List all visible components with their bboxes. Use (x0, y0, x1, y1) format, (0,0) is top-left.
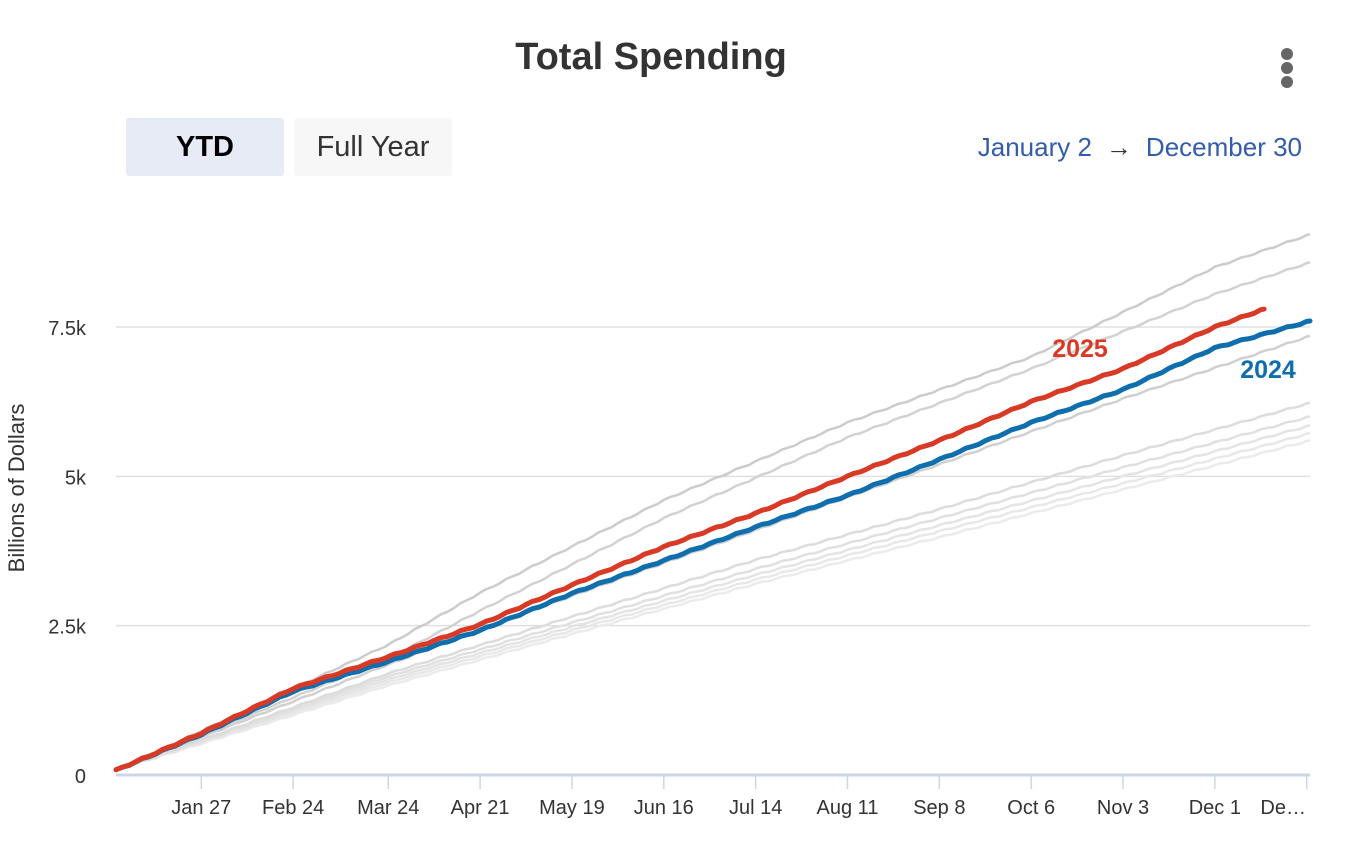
series-label-2024: 2024 (1240, 356, 1296, 384)
y-tick-label: 0 (75, 766, 86, 788)
y-tick-label: 2.5k (48, 617, 87, 639)
menu-dot-icon (1281, 62, 1293, 74)
chart-title: Total Spending (515, 36, 787, 78)
date-range: January 2 → December 30 (978, 132, 1302, 163)
series-line-history-5 (115, 415, 1311, 771)
x-tick-label: Apr 21 (451, 797, 510, 819)
x-tick-label: Sep 8 (913, 797, 965, 819)
x-tick-label: De… (1260, 797, 1306, 819)
x-tick-label: May 19 (539, 797, 605, 819)
x-tick-label: Oct 6 (1007, 797, 1055, 819)
x-tick-label: Jun 16 (634, 797, 694, 819)
range-arrow-icon: → (1105, 132, 1132, 162)
series-line-2024 (113, 318, 1313, 773)
series-line-2025 (113, 306, 1267, 773)
x-axis: Jan 27 Feb 24 Mar 24 Apr 21 May 19 Jun 16 Jul … (116, 773, 1310, 819)
series-lines (113, 233, 1313, 773)
grid-lines (116, 326, 1310, 627)
series-line-history-6 (115, 424, 1311, 771)
x-tick-label: Dec 1 (1189, 797, 1241, 819)
series-line-history-8 (115, 439, 1311, 771)
x-tick-label: Aug 11 (817, 797, 879, 819)
menu-dot-icon (1281, 76, 1293, 88)
series-line-history-2 (115, 261, 1311, 771)
series-line-history-3 (115, 334, 1311, 771)
y-axis-label: Billions of Dollars (4, 404, 29, 573)
x-tick-label: Mar 24 (357, 797, 419, 819)
y-axis-ticks: 0 2.5k 5k 7.5k (48, 318, 87, 788)
range-end-link[interactable]: December 30 (1145, 132, 1302, 162)
y-tick-label: 7.5k (48, 318, 87, 340)
series-labels: 2024 2025 (1052, 335, 1296, 384)
x-tick-label: Nov 3 (1097, 797, 1149, 819)
range-start-link[interactable]: January 2 (977, 132, 1092, 162)
series-label-2025: 2025 (1052, 335, 1108, 363)
y-tick-label: 5k (65, 467, 87, 489)
ytd-button[interactable]: YTD (126, 118, 284, 176)
kebab-menu-icon[interactable] (1270, 44, 1304, 90)
x-tick-label: Feb 24 (262, 797, 324, 819)
full-year-button[interactable]: Full Year (294, 118, 452, 176)
x-tick-label: Jan 27 (171, 797, 231, 819)
series-line-history-4 (115, 401, 1311, 771)
x-tick-label: Jul 14 (729, 797, 782, 819)
series-line-history-7 (115, 432, 1311, 771)
menu-dot-icon (1281, 48, 1293, 60)
